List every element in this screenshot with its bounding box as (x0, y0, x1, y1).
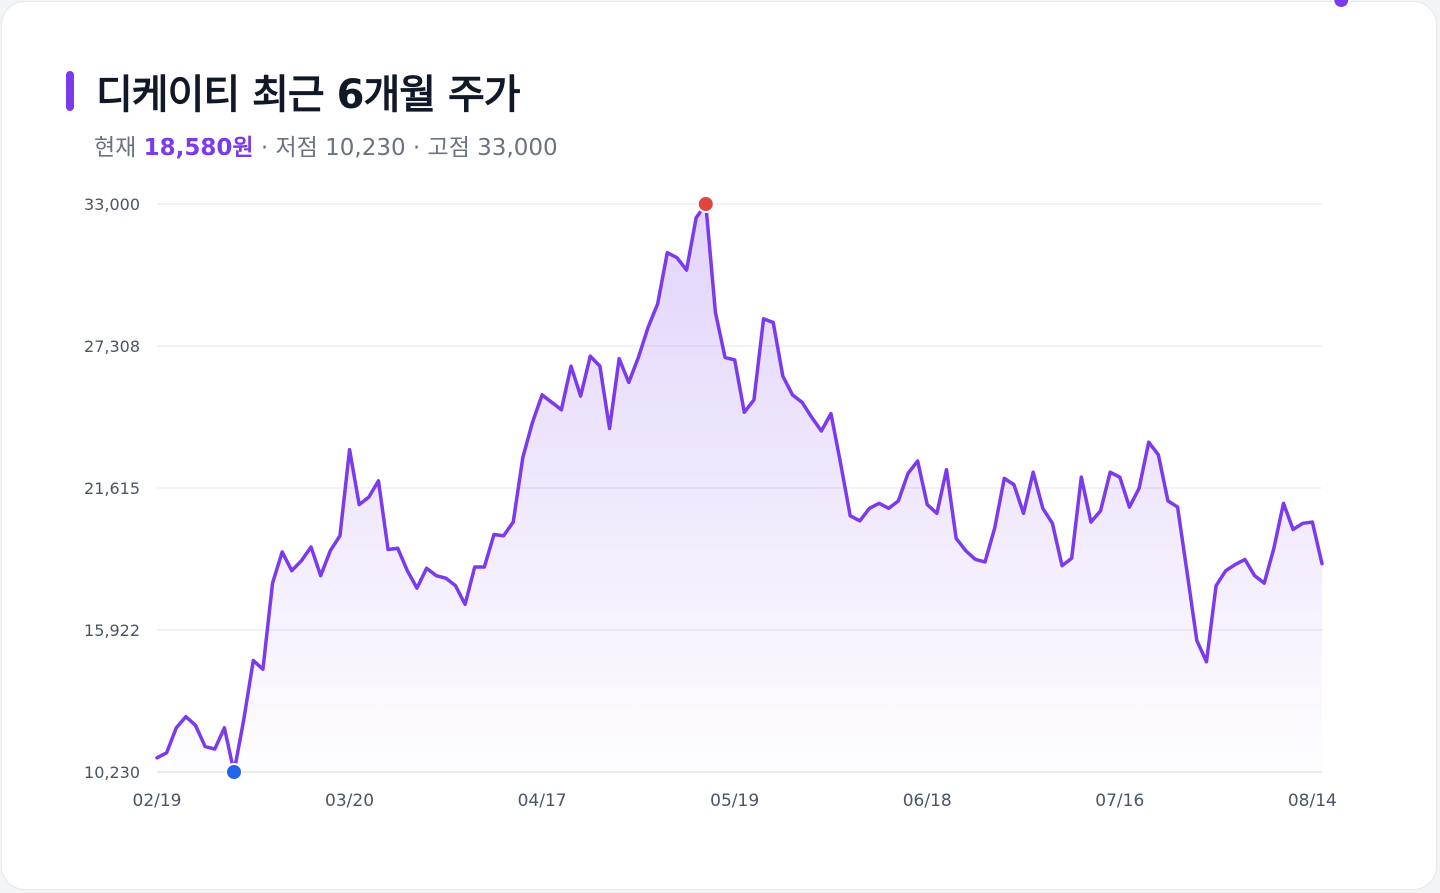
title-accent-bar (66, 71, 74, 111)
x-tick-label: 02/19 (133, 791, 182, 811)
y-tick-label: 15,922 (84, 621, 140, 640)
y-tick-label: 10,230 (84, 763, 140, 782)
current-price: 18,580원 (143, 135, 254, 161)
x-tick-label: 08/14 (1288, 791, 1337, 811)
title-row: 디케이티 최근 6개월 주가 (66, 62, 521, 120)
y-tick-label: 27,308 (84, 337, 140, 356)
y-tick-label: 33,000 (84, 195, 140, 214)
price-area (157, 204, 1322, 772)
price-line (155, 202, 1324, 774)
current-point-marker (1332, 0, 1351, 9)
price-summary: 현재 18,580원 · 저점 10,230 · 고점 33,000 (94, 128, 558, 162)
current-label: 현재 (94, 135, 137, 161)
x-tick-label: 03/20 (325, 791, 374, 811)
x-tick-label: 06/18 (903, 791, 952, 811)
x-tick-label: 04/17 (518, 791, 567, 811)
x-tick-label: 05/19 (710, 791, 759, 811)
low-price: · 저점 10,230 (260, 135, 406, 161)
low-point-marker (225, 763, 244, 781)
x-axis: 02/19 03/20 04/17 05/19 06/18 07/16 08/14 (133, 791, 1337, 811)
high-point-marker (696, 195, 715, 213)
high-price: · 고점 33,000 (412, 135, 558, 161)
chart-title: 디케이티 최근 6개월 주가 (96, 72, 521, 118)
y-axis: 33,000 27,308 21,615 15,922 10,230 (84, 195, 140, 782)
y-tick-label: 21,615 (84, 479, 140, 498)
x-tick-label: 07/16 (1095, 791, 1144, 811)
